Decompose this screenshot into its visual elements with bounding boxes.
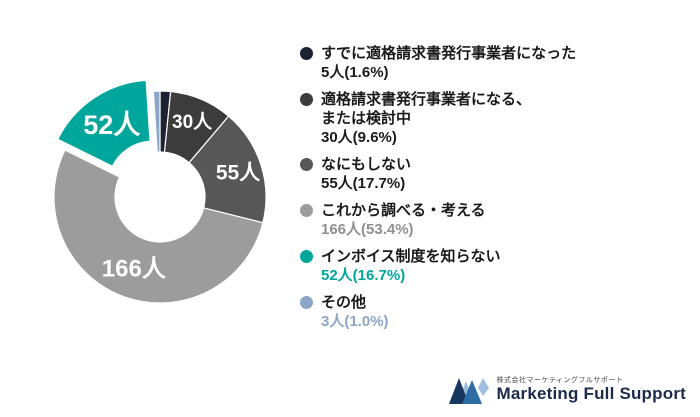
pie-slice (152, 90, 161, 153)
legend-bullet-icon (300, 158, 313, 171)
chart-legend: すでに適格請求書発行事業者になった 5人(1.6%) 適格請求書発行事業者になる… (300, 44, 692, 339)
company-name-en: Marketing Full Support (496, 383, 686, 403)
legend-bullet-icon (300, 47, 313, 60)
legend-item: これから調べる・考える 166人(53.4%) (300, 201, 692, 239)
legend-item: なにもしない 55人(17.7%) (300, 155, 692, 193)
legend-bullet-icon (300, 204, 313, 217)
pie-slice (57, 79, 151, 167)
legend-value: 55人(17.7%) (321, 175, 406, 192)
legend-value: 5人(1.6%) (321, 64, 389, 81)
legend-label: これから調べる・考える (321, 202, 486, 219)
legend-label: インボイス制度を知らない (321, 248, 501, 265)
legend-value: 166人(53.4%) (321, 221, 414, 238)
legend-label: その他 (321, 294, 367, 311)
donut-chart: 30人 55人 166人 52人 (10, 30, 310, 370)
company-name-jp: 株式会社マーケティングフルサポート (496, 376, 624, 384)
slice-label: 52人 (83, 110, 140, 140)
legend-bullet-icon (300, 250, 313, 263)
legend-item: 適格請求書発行事業者になる、 または検討中 30人(9.6%) (300, 90, 692, 147)
pie-slice (53, 149, 264, 304)
company-logo: 株式会社マーケティングフルサポート Marketing Full Support (449, 375, 686, 405)
company-logo-icon (449, 378, 490, 404)
legend-label: なにもしない (321, 156, 412, 173)
legend-value: 52人(16.7%) (321, 267, 406, 284)
legend-item: インボイス制度を知らない 52人(16.7%) (300, 247, 692, 285)
slice-label: 166人 (102, 256, 166, 283)
legend-label: すでに適格請求書発行事業者になった (321, 45, 577, 62)
legend-value: 30人(9.6%) (321, 129, 397, 146)
donut-chart-svg: 30人 55人 166人 52人 (53, 79, 267, 304)
legend-value: 3人(1.0%) (321, 313, 389, 330)
legend-bullet-icon (300, 296, 313, 309)
legend-item: すでに適格請求書発行事業者になった 5人(1.6%) (300, 44, 692, 82)
legend-item: その他 3人(1.0%) (300, 293, 692, 331)
legend-label: 適格請求書発行事業者になる、 または検討中 (321, 91, 532, 127)
slice-label: 30人 (172, 111, 213, 133)
legend-bullet-icon (300, 93, 313, 106)
pie-slice (188, 115, 267, 224)
slice-label: 55人 (216, 161, 260, 184)
